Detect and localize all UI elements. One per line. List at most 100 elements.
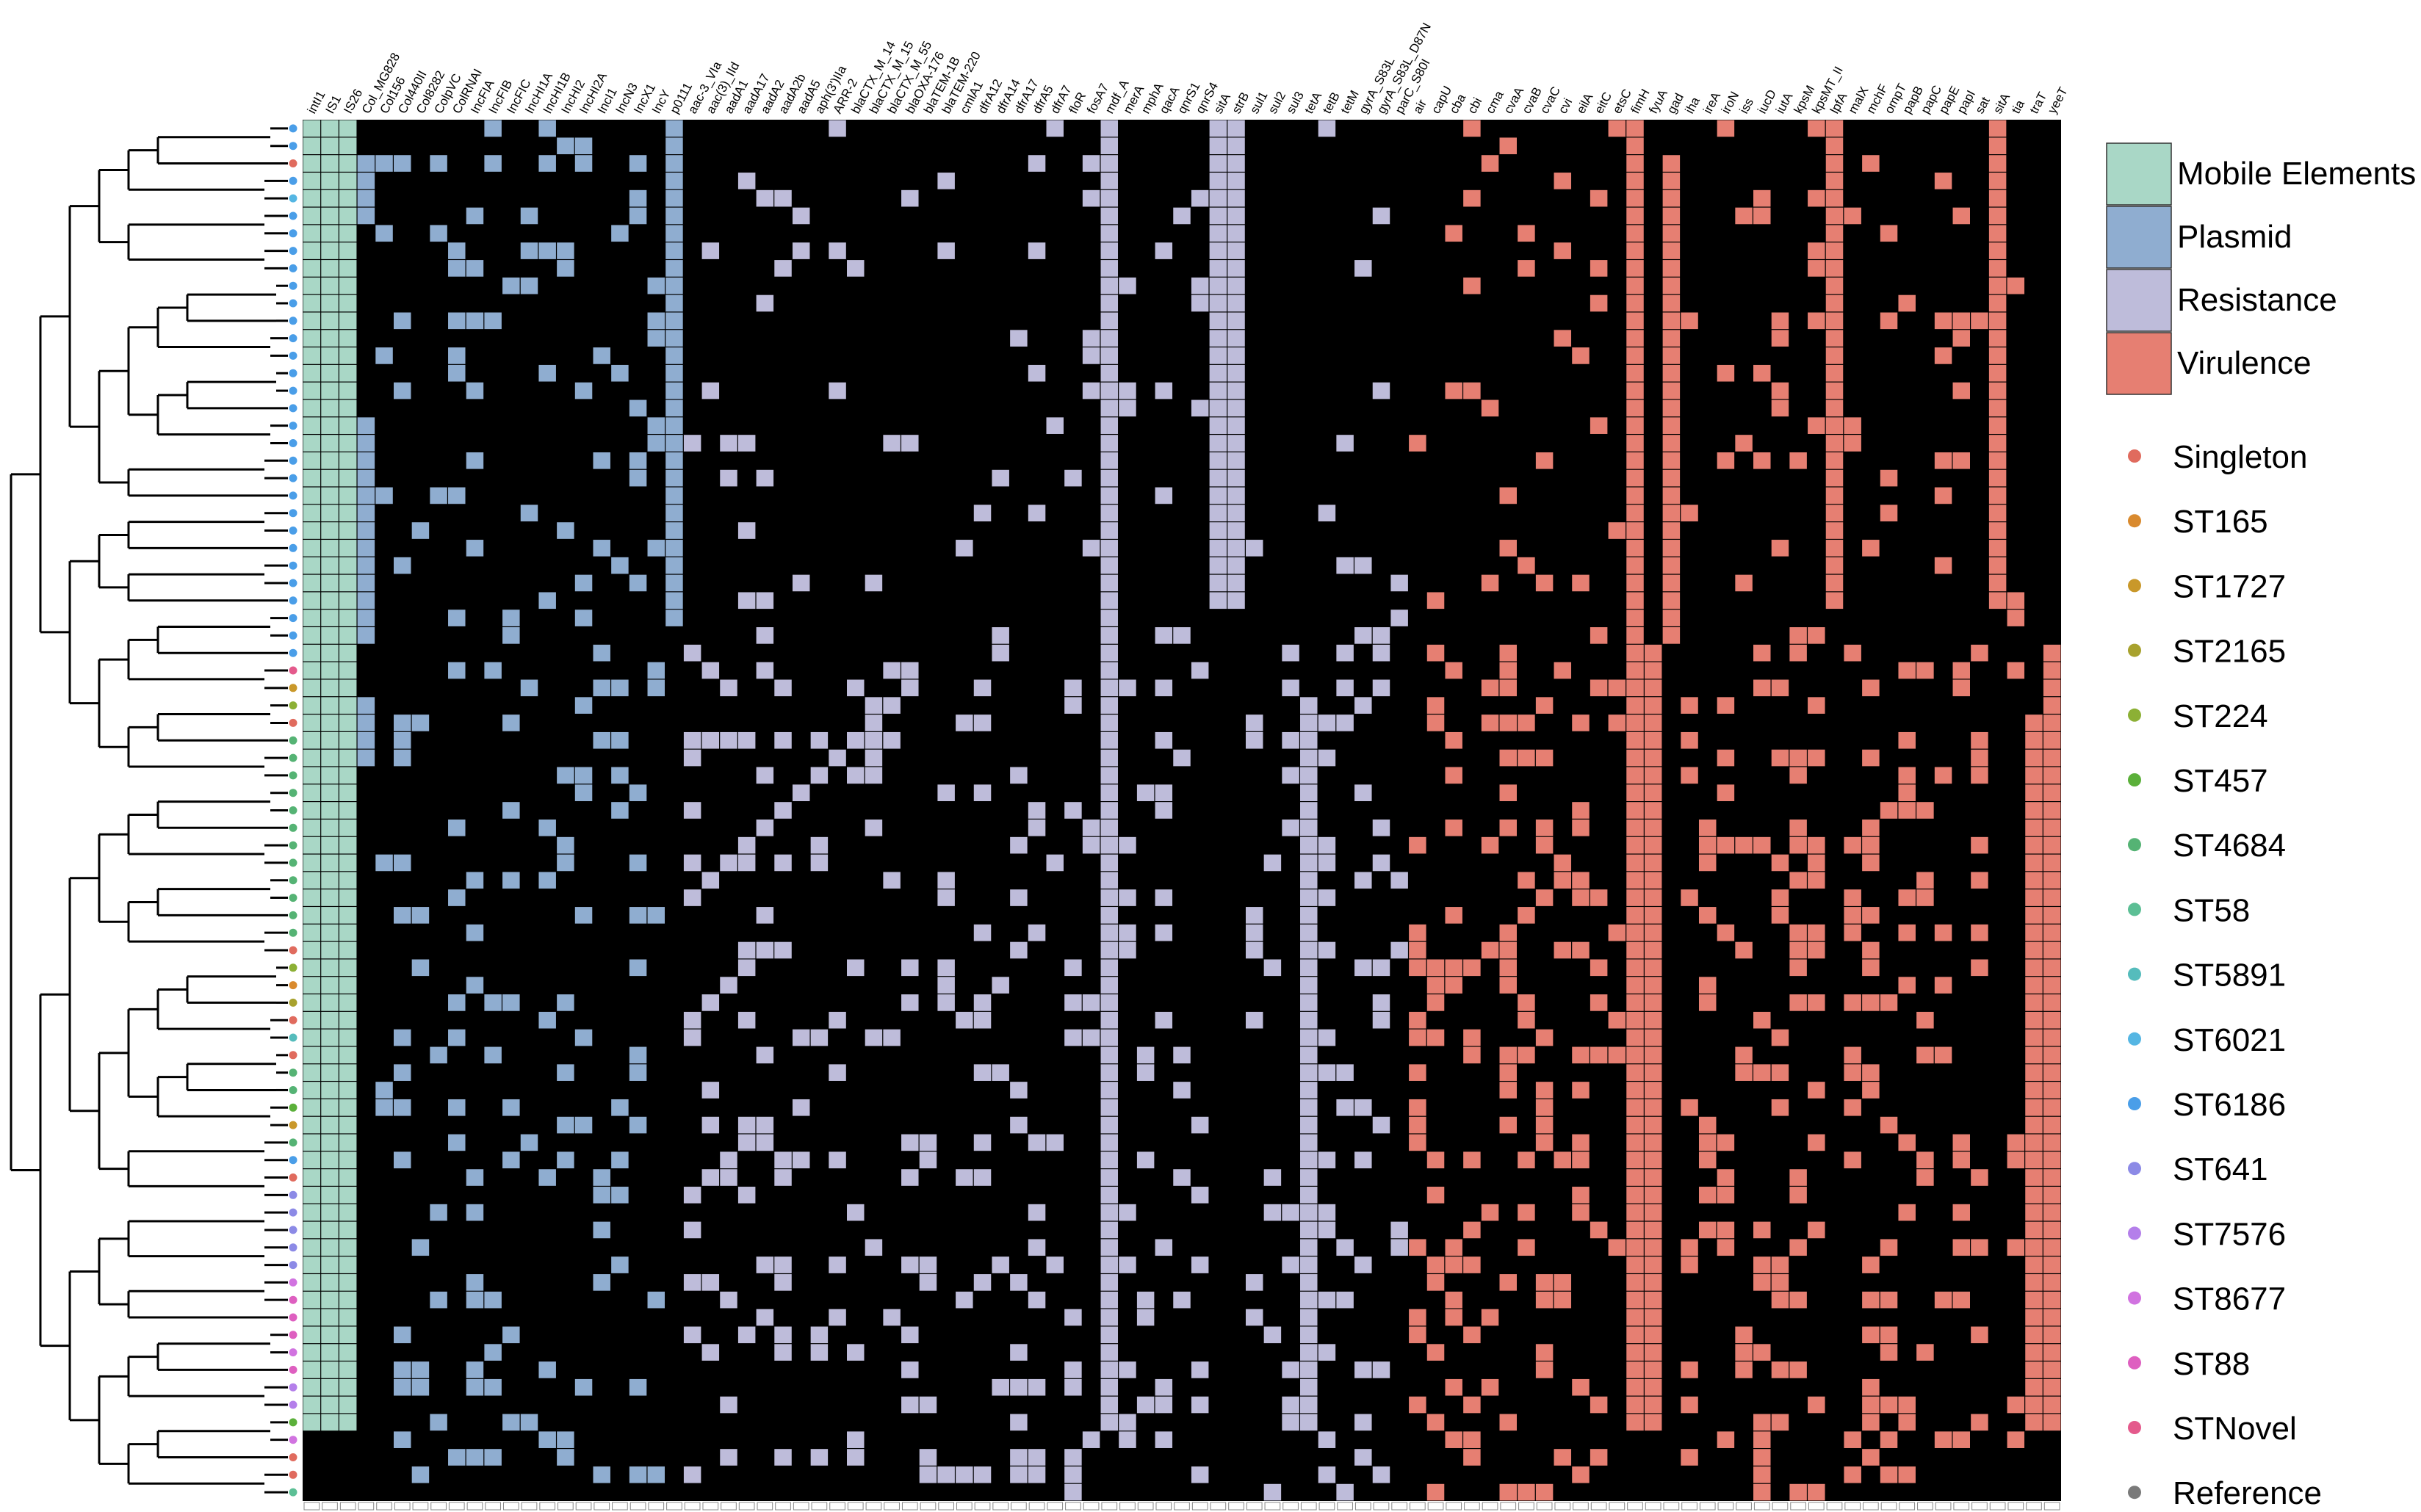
heatmap-cell bbox=[1988, 382, 2007, 399]
heatmap-cell bbox=[774, 731, 792, 749]
heatmap-cell bbox=[339, 487, 357, 504]
column-footer-box bbox=[1174, 1502, 1190, 1511]
heatmap-cell bbox=[1535, 1344, 1554, 1361]
heatmap-cell bbox=[1409, 1116, 1426, 1134]
heatmap-cell bbox=[774, 854, 792, 872]
heatmap-cell bbox=[321, 1414, 339, 1431]
heatmap-cell bbox=[720, 977, 737, 994]
row-dot bbox=[289, 247, 297, 256]
heatmap-cell bbox=[1825, 435, 1844, 452]
row-dot bbox=[289, 456, 297, 465]
heatmap-cell bbox=[1644, 959, 1662, 977]
heatmap-cell bbox=[303, 469, 321, 487]
heatmap-cell bbox=[2025, 802, 2043, 819]
heatmap-cell bbox=[1336, 715, 1354, 731]
heatmap-cell bbox=[1681, 1239, 1698, 1256]
heatmap-cell bbox=[1354, 260, 1372, 277]
heatmap-cell bbox=[1626, 399, 1644, 417]
heatmap-cell bbox=[1880, 1344, 1898, 1361]
heatmap-cell bbox=[2043, 1204, 2061, 1221]
heatmap-cell bbox=[1862, 1082, 1880, 1099]
heatmap-cell bbox=[1463, 1029, 1481, 1046]
heatmap-cell bbox=[956, 1466, 973, 1483]
legend-type-label: ST165 bbox=[2173, 504, 2268, 540]
heatmap-cell bbox=[1626, 1169, 1644, 1186]
heatmap-cell bbox=[339, 1361, 357, 1378]
heatmap-cell bbox=[1227, 330, 1245, 347]
heatmap-cell bbox=[665, 504, 683, 522]
heatmap-cell bbox=[303, 1309, 321, 1326]
heatmap-cell bbox=[720, 1291, 737, 1309]
heatmap-cell bbox=[2025, 1099, 2043, 1116]
heatmap-cell bbox=[1988, 155, 2007, 172]
heatmap-cell bbox=[1499, 715, 1517, 731]
heatmap-cell bbox=[339, 574, 357, 592]
heatmap-cell bbox=[466, 260, 484, 277]
heatmap-cell bbox=[756, 907, 774, 924]
heatmap-cell bbox=[448, 994, 466, 1011]
row-dot bbox=[289, 928, 297, 937]
heatmap-cell bbox=[1717, 120, 1735, 137]
heatmap-cell bbox=[1426, 1483, 1445, 1501]
row-dot bbox=[289, 491, 297, 500]
heatmap-cell bbox=[593, 644, 610, 662]
heatmap-cell bbox=[1282, 644, 1299, 662]
heatmap-cell bbox=[1825, 260, 1844, 277]
heatmap-cell bbox=[1717, 924, 1735, 941]
heatmap-cell bbox=[1227, 452, 1245, 469]
heatmap-cell bbox=[774, 1449, 792, 1466]
heatmap-cell bbox=[1644, 941, 1662, 959]
heatmap-cell bbox=[1789, 644, 1807, 662]
heatmap-cell bbox=[1626, 784, 1644, 801]
heatmap-cell bbox=[593, 540, 610, 557]
column-footer-box bbox=[1844, 1502, 1861, 1511]
heatmap-cell bbox=[321, 959, 339, 977]
heatmap-cell bbox=[2043, 802, 2061, 819]
heatmap-cell bbox=[1390, 1221, 1408, 1239]
heatmap-cell bbox=[1010, 941, 1028, 959]
heatmap-cell bbox=[2025, 1414, 2043, 1431]
heatmap-cell bbox=[1518, 715, 1535, 731]
heatmap-cell bbox=[1191, 1361, 1209, 1378]
heatmap-cell bbox=[303, 1064, 321, 1081]
heatmap-cell bbox=[1698, 977, 1717, 994]
heatmap-cell bbox=[883, 872, 901, 889]
heatmap-cell bbox=[321, 504, 339, 522]
row-dot bbox=[289, 1365, 297, 1374]
legend-type-label: Singleton bbox=[2173, 439, 2307, 475]
heatmap-cell bbox=[956, 1291, 973, 1309]
heatmap-cell bbox=[1064, 679, 1082, 697]
heatmap-cell bbox=[2043, 924, 2061, 941]
heatmap-cell bbox=[1463, 1221, 1481, 1239]
heatmap-cell bbox=[1825, 364, 1844, 382]
heatmap-cell bbox=[484, 1291, 502, 1309]
heatmap-cell bbox=[1100, 802, 1119, 819]
heatmap-cell bbox=[339, 1116, 357, 1134]
heatmap-cell bbox=[1753, 189, 1771, 207]
heatmap-cell bbox=[1463, 959, 1481, 977]
heatmap-cell bbox=[1753, 1064, 1771, 1081]
column-footer-box bbox=[684, 1502, 701, 1511]
heatmap-cell bbox=[339, 907, 357, 924]
heatmap-cell bbox=[1644, 715, 1662, 731]
heatmap-cell bbox=[303, 767, 321, 784]
heatmap-cell bbox=[1499, 679, 1517, 697]
heatmap-cell bbox=[2025, 1134, 2043, 1151]
row-dot bbox=[289, 316, 297, 325]
heatmap-cell bbox=[1916, 889, 1934, 906]
heatmap-cell bbox=[883, 1309, 901, 1326]
heatmap-cell bbox=[339, 749, 357, 767]
heatmap-cell bbox=[1590, 260, 1608, 277]
heatmap-cell bbox=[1771, 907, 1789, 924]
heatmap-cell bbox=[1862, 907, 1880, 924]
heatmap-cell bbox=[466, 1291, 484, 1309]
heatmap-cell bbox=[321, 540, 339, 557]
heatmap-cell bbox=[1209, 522, 1227, 539]
heatmap-cell bbox=[1988, 173, 2007, 189]
heatmap-cell bbox=[1916, 872, 1934, 889]
heatmap-cell bbox=[339, 1082, 357, 1099]
heatmap-cell bbox=[339, 820, 357, 836]
heatmap-cell bbox=[1644, 1414, 1662, 1431]
heatmap-cell bbox=[2043, 767, 2061, 784]
heatmap-cell bbox=[557, 1431, 574, 1448]
